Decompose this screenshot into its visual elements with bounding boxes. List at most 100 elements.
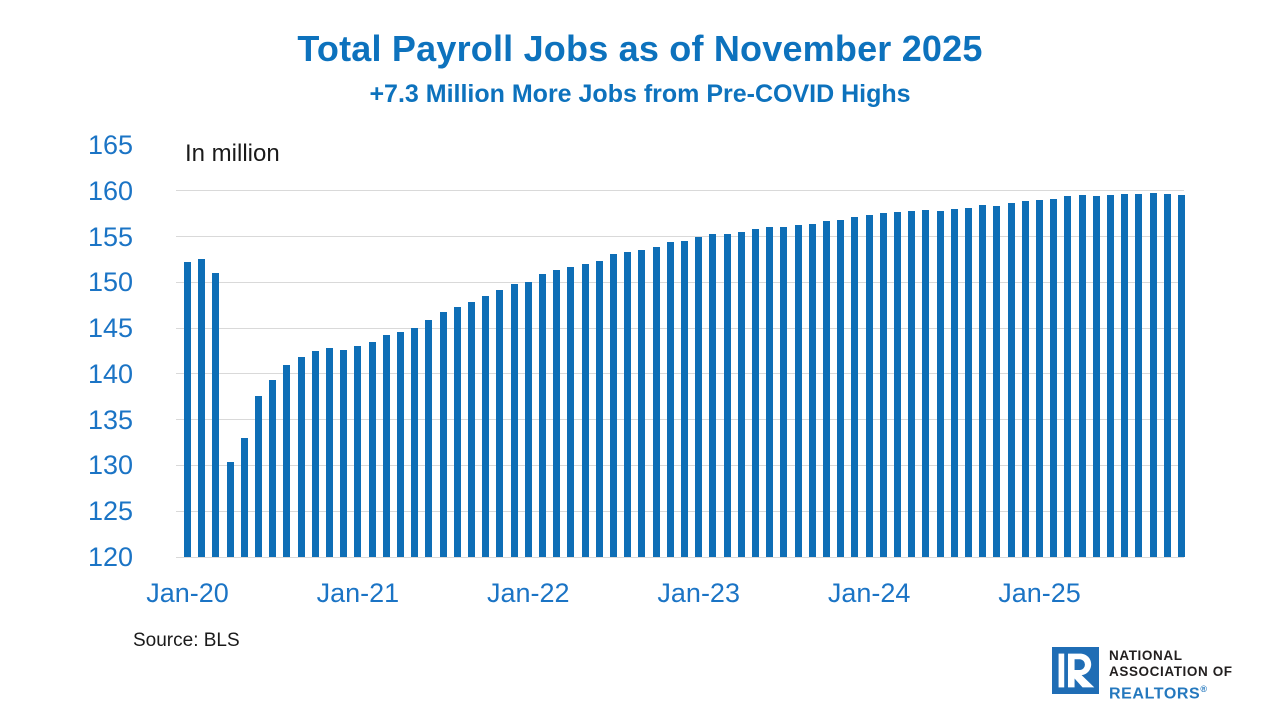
bar-Jul-21 [439,311,447,557]
bar-Apr-24 [908,210,916,557]
bar-Feb-20 [198,259,206,557]
bar-Jan-22 [524,282,532,557]
bar-Nov-22 [666,242,674,557]
bar-Aug-24 [965,208,972,557]
gridline [176,464,1184,466]
bar-Jul-25 [1121,194,1129,557]
nar-logo-line1: NATIONAL [1109,648,1183,663]
nar-logo-text: NATIONAL ASSOCIATION OF REALTORS® [1109,647,1233,703]
x-tick-label: Jan-23 [657,578,740,608]
y-tick-label: 160 [88,175,134,206]
y-tick-label: 125 [88,496,134,527]
gridline [176,419,1184,421]
bar-Aug-20 [283,364,291,557]
plot-area [176,145,1185,558]
bar-Jan-23 [695,237,703,557]
x-tick-label: Jan-25 [998,578,1081,608]
bar-Nov-25 [1178,195,1185,557]
y-tick-label: 140 [88,358,134,389]
bar-Jan-20 [184,262,191,557]
bar-May-23 [752,229,759,557]
nar-logo-line2: ASSOCIATION OF [1109,664,1233,679]
bar-Apr-23 [737,231,745,557]
bar-Oct-25 [1163,194,1171,557]
bar-Jul-20 [269,380,277,557]
bar-Jun-20 [255,395,262,557]
bar-Dec-20 [340,350,348,557]
bar-Aug-21 [453,307,461,557]
gridline [176,373,1184,375]
x-tick-label: Jan-21 [316,578,400,608]
gridline [176,236,1184,238]
bar-Jun-25 [1107,195,1114,557]
bar-Oct-22 [652,246,660,557]
bar-Aug-22 [624,252,632,557]
gridline [176,281,1184,283]
bar-Sep-24 [979,205,987,557]
bar-Feb-22 [539,274,546,557]
gridline [176,190,1184,192]
bar-Mar-20 [212,273,220,557]
bar-Aug-25 [1135,194,1143,557]
bar-Sep-22 [638,250,646,557]
bar-Oct-24 [993,206,1001,557]
bar-May-22 [581,264,589,557]
source-note: Source: BLS [133,630,240,651]
bar-Dec-24 [1021,200,1029,557]
bar-Jun-24 [936,210,944,557]
nar-logo-realtors: REALTORS® [1109,684,1208,703]
bar-Feb-25 [1050,199,1058,557]
bar-Mar-21 [382,334,390,557]
bar-May-25 [1092,196,1100,557]
bar-Mar-24 [894,211,901,557]
bar-Nov-21 [496,289,504,557]
y-tick-label: 155 [88,221,134,252]
bar-Nov-24 [1007,202,1015,557]
bar-Apr-25 [1078,195,1086,557]
bar-May-21 [411,328,419,557]
bar-Jun-23 [766,227,774,557]
chart-subtitle: +7.3 Million More Jobs from Pre-COVID Hi… [369,80,911,108]
bar-Oct-20 [311,351,319,557]
bar-May-20 [240,437,248,557]
y-tick-label: 130 [88,450,134,481]
bar-Jan-24 [865,214,873,557]
x-tick-label: Jan-22 [487,578,570,608]
x-tick-label: Jan-24 [827,578,911,608]
nar-block-r-icon [1052,647,1099,694]
nar-logo: NATIONAL ASSOCIATION OF REALTORS® [1052,647,1233,703]
bar-Mar-25 [1064,196,1072,557]
bar-Feb-21 [368,341,376,557]
x-tick-label: Jan-20 [146,578,229,608]
bar-Dec-23 [851,217,859,557]
bar-Mar-23 [723,233,731,557]
gridline [176,510,1184,512]
bar-Dec-21 [510,284,518,557]
bar-Apr-20 [226,461,234,557]
bar-Jan-25 [1036,199,1043,557]
bar-Sep-21 [468,302,475,557]
bar-Jun-22 [595,261,603,557]
bar-Jul-22 [610,253,617,557]
bar-Jun-21 [425,319,433,557]
gridline [176,556,1184,558]
bar-Mar-22 [553,269,561,557]
y-tick-label: 120 [88,542,134,572]
registered-mark: ® [1200,684,1208,694]
bar-Dec-22 [681,241,688,557]
bar-Oct-21 [482,296,490,557]
bar-Nov-20 [326,348,333,557]
bar-Sep-20 [297,357,305,557]
y-tick-label: 150 [88,267,134,298]
units-label: In million [185,140,280,167]
bar-Oct-23 [823,221,830,557]
bar-Feb-23 [709,233,717,557]
chart-title: Total Payroll Jobs as of November 2025 [297,28,983,69]
gridline [176,327,1184,329]
bar-Jul-24 [950,209,958,557]
bar-May-24 [922,210,930,557]
bar-Jan-21 [354,346,362,557]
bar-Sep-25 [1149,192,1157,557]
bar-Apr-21 [397,331,404,557]
